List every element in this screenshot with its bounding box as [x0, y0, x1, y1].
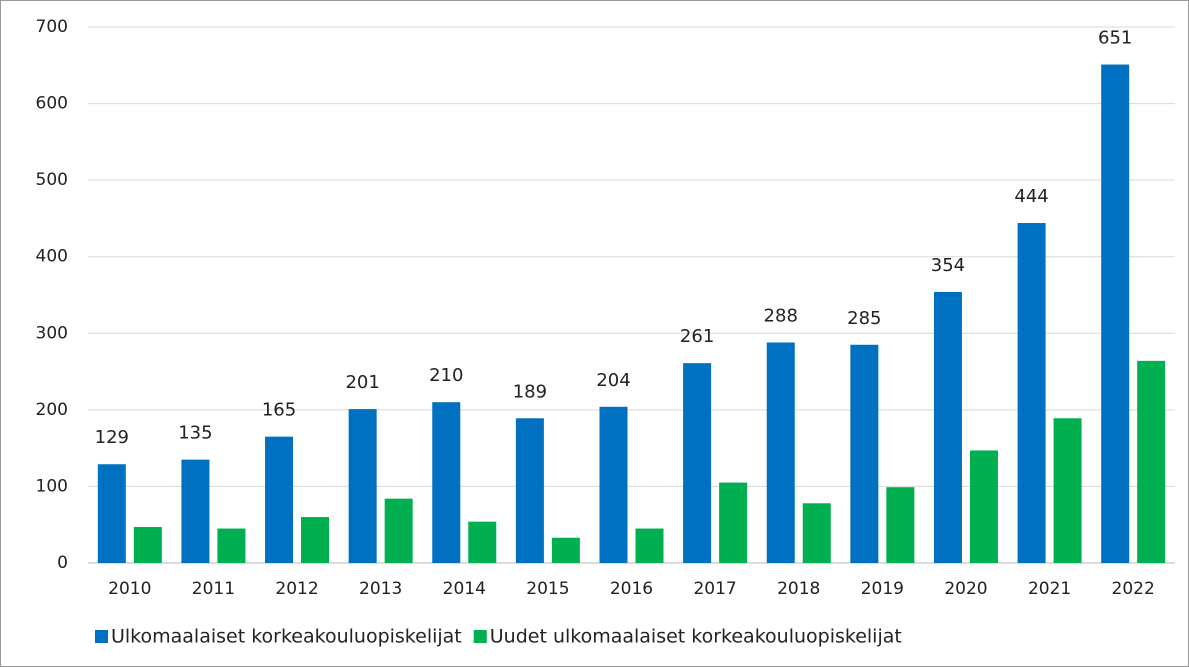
x-tick-label: 2018 — [777, 579, 820, 599]
y-tick-label: 100 — [36, 476, 68, 496]
legend-label: Uudet ulkomaalaiset korkeakouluopiskelij… — [490, 626, 902, 648]
data-label: 129 — [95, 427, 129, 448]
bar — [1053, 418, 1082, 563]
y-tick-label: 300 — [36, 323, 68, 343]
bar — [933, 291, 962, 563]
bar — [886, 487, 915, 563]
bar — [432, 402, 461, 563]
data-label: 444 — [1014, 186, 1048, 207]
data-label: 135 — [178, 423, 212, 444]
bar — [468, 521, 497, 563]
bar — [719, 482, 748, 563]
bar — [384, 498, 413, 563]
x-tick-label: 2014 — [443, 579, 486, 599]
y-tick-label: 0 — [57, 553, 68, 573]
x-tick-label: 2021 — [1028, 579, 1071, 599]
data-label: 354 — [931, 255, 965, 276]
bar — [265, 436, 294, 563]
bar — [802, 503, 831, 563]
x-tick-label: 2013 — [359, 579, 402, 599]
bar — [683, 363, 712, 563]
y-tick-label: 600 — [36, 94, 68, 114]
data-label: 651 — [1098, 28, 1132, 49]
bar — [969, 450, 998, 563]
legend-label: Ulkomaalaiset korkeakouluopiskelijat — [111, 626, 462, 648]
bar — [301, 517, 330, 563]
bar — [551, 537, 580, 563]
x-tick-label: 2012 — [275, 579, 318, 599]
bar — [1137, 360, 1166, 563]
bar — [766, 342, 795, 563]
data-label: 285 — [847, 308, 881, 329]
bar — [217, 528, 246, 563]
x-tick-label: 2019 — [861, 579, 904, 599]
bar — [1017, 223, 1046, 563]
bar — [599, 406, 628, 563]
bar — [181, 459, 210, 563]
data-label: 210 — [429, 365, 463, 386]
x-tick-label: 2016 — [610, 579, 653, 599]
x-tick-label: 2010 — [108, 579, 151, 599]
data-label: 189 — [513, 381, 547, 402]
data-label: 204 — [596, 370, 630, 391]
x-tick-label: 2022 — [1112, 579, 1155, 599]
data-label: 288 — [764, 305, 798, 326]
bar — [1101, 64, 1130, 564]
bar — [850, 344, 879, 563]
bar — [348, 409, 377, 563]
x-tick-label: 2017 — [693, 579, 736, 599]
y-tick-label: 200 — [36, 400, 68, 420]
data-label: 261 — [680, 326, 714, 347]
y-tick-label: 400 — [36, 247, 68, 267]
data-label: 201 — [345, 372, 379, 393]
data-label: 165 — [262, 400, 296, 421]
legend-swatch — [95, 630, 108, 643]
y-tick-label: 500 — [36, 170, 68, 190]
bar — [635, 528, 664, 563]
x-tick-label: 2011 — [192, 579, 235, 599]
x-tick-label: 2020 — [944, 579, 987, 599]
bar — [97, 464, 126, 563]
x-tick-label: 2015 — [526, 579, 569, 599]
bar — [133, 527, 162, 563]
legend-swatch — [473, 630, 487, 643]
bar — [515, 418, 544, 563]
y-tick-label: 700 — [36, 17, 68, 37]
